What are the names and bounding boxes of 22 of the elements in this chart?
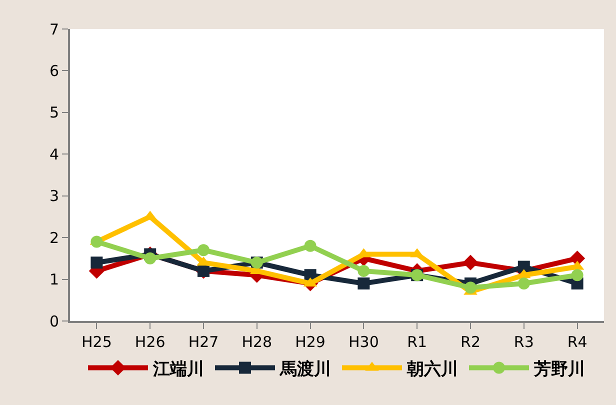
x-tick-label: H29 bbox=[295, 333, 326, 351]
legend-label: 芳野川 bbox=[533, 359, 585, 380]
y-tick-label: 3 bbox=[49, 187, 59, 206]
y-tick-label: 2 bbox=[49, 228, 59, 247]
x-tick-label: R4 bbox=[567, 333, 588, 351]
y-tick-label: 5 bbox=[49, 104, 59, 122]
legend-label: 江端川 bbox=[152, 359, 204, 380]
x-tick-label: R1 bbox=[407, 333, 428, 351]
x-tick-label: H27 bbox=[188, 333, 219, 351]
legend-label: 馬渡川 bbox=[279, 359, 331, 380]
y-tick-label: 0 bbox=[49, 312, 59, 330]
x-tick-label: H25 bbox=[82, 333, 112, 351]
y-tick-label: 7 bbox=[49, 20, 59, 38]
x-tick-label: H30 bbox=[348, 333, 379, 351]
y-tick-label: 1 bbox=[49, 270, 59, 289]
x-tick-label: R3 bbox=[514, 333, 534, 351]
legend-label: 朝六川 bbox=[406, 359, 458, 380]
y-tick-label: 4 bbox=[49, 145, 59, 164]
x-tick-label: R2 bbox=[460, 333, 480, 351]
x-tick-label: H28 bbox=[242, 333, 272, 351]
y-tick-label: 6 bbox=[49, 62, 59, 80]
x-tick-label: H26 bbox=[134, 333, 166, 351]
